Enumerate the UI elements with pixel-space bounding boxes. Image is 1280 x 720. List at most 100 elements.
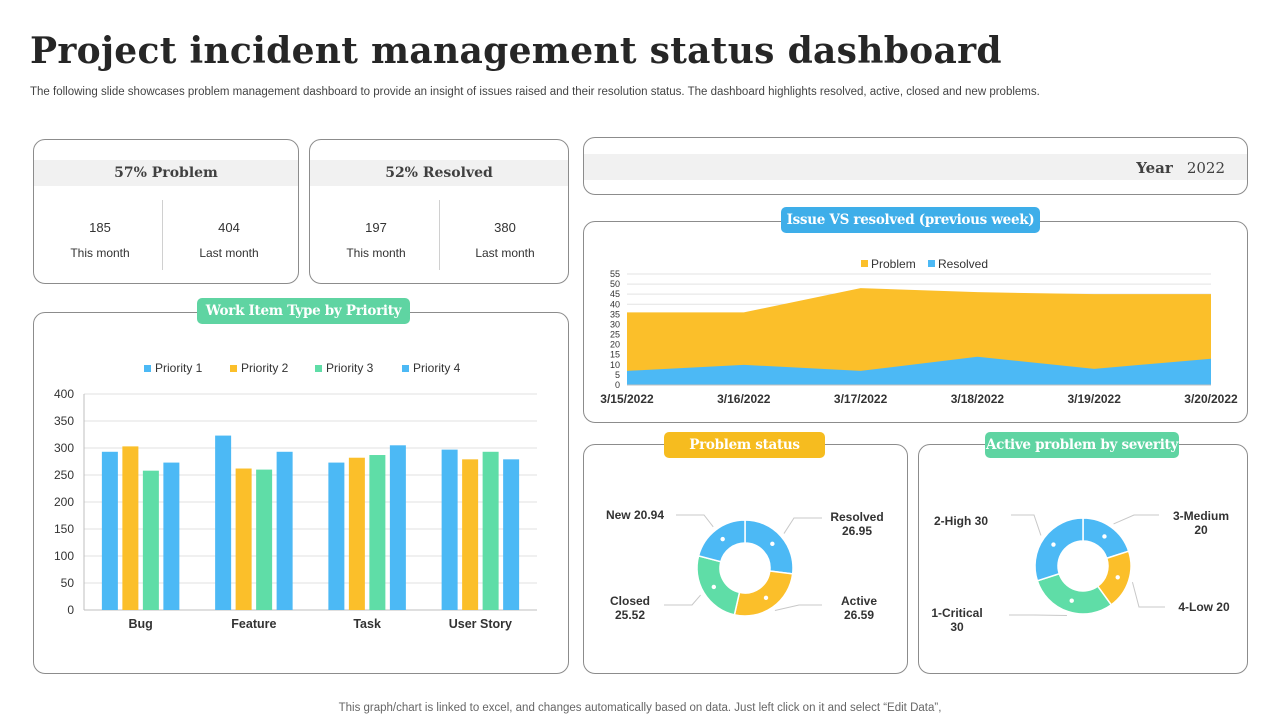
legend-swatch	[315, 365, 322, 372]
y-tick-label: 30	[610, 319, 620, 329]
donut-label: 4-Low 20	[1178, 600, 1230, 614]
y-tick-label: 55	[610, 269, 620, 279]
y-tick-label: 15	[610, 350, 620, 360]
work-item-chart-title: Work Item Type by Priority	[197, 298, 410, 324]
donut-slice	[733, 570, 794, 617]
kpi-title: 52% Resolved	[310, 160, 568, 186]
slice-marker	[1069, 598, 1074, 603]
bar	[142, 470, 159, 610]
kpi-divider	[439, 200, 440, 270]
donut-label-line: 2-High 30	[934, 514, 988, 528]
bar	[482, 451, 499, 610]
x-tick-label: Bug	[128, 617, 152, 631]
donut-label-line: Active	[841, 594, 877, 608]
kpi-card-resolved: 52% Resolved 197 This month 380 Last mon…	[309, 139, 569, 284]
bar	[462, 459, 479, 610]
year-card: Year 2022	[583, 137, 1248, 195]
donut-label-line: 3-Medium	[1173, 509, 1229, 523]
y-tick-label: 35	[610, 309, 620, 319]
bar	[369, 455, 386, 610]
legend-label: Priority 1	[155, 361, 203, 375]
y-tick-label: 300	[54, 441, 74, 455]
slice-marker	[720, 536, 725, 542]
bar	[101, 451, 118, 610]
leader-line	[774, 604, 822, 612]
slice-marker	[770, 541, 775, 547]
kpi-value: 380	[494, 220, 516, 235]
year-display: Year 2022	[1136, 159, 1225, 177]
donut-label-line: 1-Critical	[931, 606, 982, 620]
donut-slice	[744, 519, 794, 575]
legend-label: Problem	[871, 257, 916, 271]
legend-label: Priority 3	[326, 361, 374, 375]
leader-line	[783, 517, 822, 534]
bar	[235, 468, 252, 610]
x-tick-label: 3/18/2022	[951, 392, 1005, 406]
bar	[163, 462, 180, 610]
bar	[122, 446, 139, 610]
kpi-last-month: 380 Last month	[441, 220, 569, 260]
bar	[441, 449, 458, 610]
legend-swatch	[861, 260, 868, 267]
y-tick-label: 40	[610, 299, 620, 309]
bar	[328, 462, 345, 610]
y-tick-label: 5	[615, 370, 620, 380]
work-item-bar-chart: 0 50 100 150 200 250 300 350 400 Priority 1 Priori…	[54, 361, 537, 631]
y-tick-label: 50	[61, 576, 75, 590]
kpi-this-month: 197 This month	[312, 220, 440, 260]
donut-label-line: New 20.94	[606, 508, 664, 522]
leader-line	[1131, 581, 1165, 608]
x-tick-label: User Story	[449, 617, 512, 631]
issue-vs-resolved-card: 0 5 10 15 20 25 30 35 40 45 50 55 3/15/2022 3/16/2022…	[583, 221, 1248, 423]
x-tick-label: 3/16/2022	[717, 392, 771, 406]
active-severity-donut: 3-Medium 20 4-Low 20 1-Critical 30 2-High 30	[931, 509, 1230, 634]
y-tick-label: 45	[610, 289, 620, 299]
donut-label-line: 30	[950, 620, 964, 634]
problem-status-title: Problem status	[664, 432, 825, 458]
leader-line	[664, 594, 701, 606]
kpi-last-month: 404 Last month	[165, 220, 293, 260]
bar	[256, 469, 273, 610]
donut-label: Active 26.59	[841, 594, 877, 622]
leader-line	[1011, 514, 1042, 536]
donut-slice	[1034, 517, 1084, 582]
donut-label: 1-Critical 30	[931, 606, 982, 634]
kpi-divider	[162, 200, 163, 270]
donut-label: 2-High 30	[934, 514, 988, 528]
kpi-label: This month	[70, 246, 130, 260]
area-resolved	[627, 356, 1211, 385]
donut-label: New 20.94	[606, 508, 664, 522]
slice-marker	[711, 584, 717, 590]
year-band	[584, 154, 1247, 180]
slice-marker	[1102, 534, 1107, 539]
page-title: Project incident management status dashb…	[30, 30, 1002, 72]
legend-swatch	[230, 365, 237, 372]
y-tick-label: 200	[54, 495, 74, 509]
legend-swatch	[144, 365, 151, 372]
year-value: 2022	[1186, 159, 1225, 177]
y-tick-label: 400	[54, 387, 74, 401]
kpi-value: 404	[218, 220, 240, 235]
y-tick-label: 350	[54, 414, 74, 428]
leader-line	[676, 514, 714, 528]
kpi-title: 57% Problem	[34, 160, 298, 186]
y-tick-label: 100	[54, 549, 74, 563]
x-tick-label: Feature	[231, 617, 276, 631]
x-tick-label: 3/17/2022	[834, 392, 888, 406]
donut-label-line: Resolved	[830, 510, 883, 524]
y-tick-label: 10	[610, 360, 620, 370]
footer-note: This graph/chart is linked to excel, and…	[338, 702, 942, 714]
bar	[389, 445, 406, 610]
legend-label: Priority 4	[413, 361, 461, 375]
x-tick-label: 3/20/2022	[1184, 392, 1238, 406]
kpi-label: Last month	[475, 246, 535, 260]
problem-status-donut: Resolved 26.95 Active 26.59 Closed 25.52 New 2…	[606, 508, 884, 622]
bar	[503, 459, 520, 610]
y-tick-label: 25	[610, 330, 620, 340]
donut-label: 3-Medium 20	[1173, 509, 1229, 537]
y-tick-label: 0	[615, 380, 620, 390]
x-tick-label: 3/19/2022	[1068, 392, 1122, 406]
legend-label: Priority 2	[241, 361, 289, 375]
donut-label-line: 4-Low 20	[1178, 600, 1230, 614]
